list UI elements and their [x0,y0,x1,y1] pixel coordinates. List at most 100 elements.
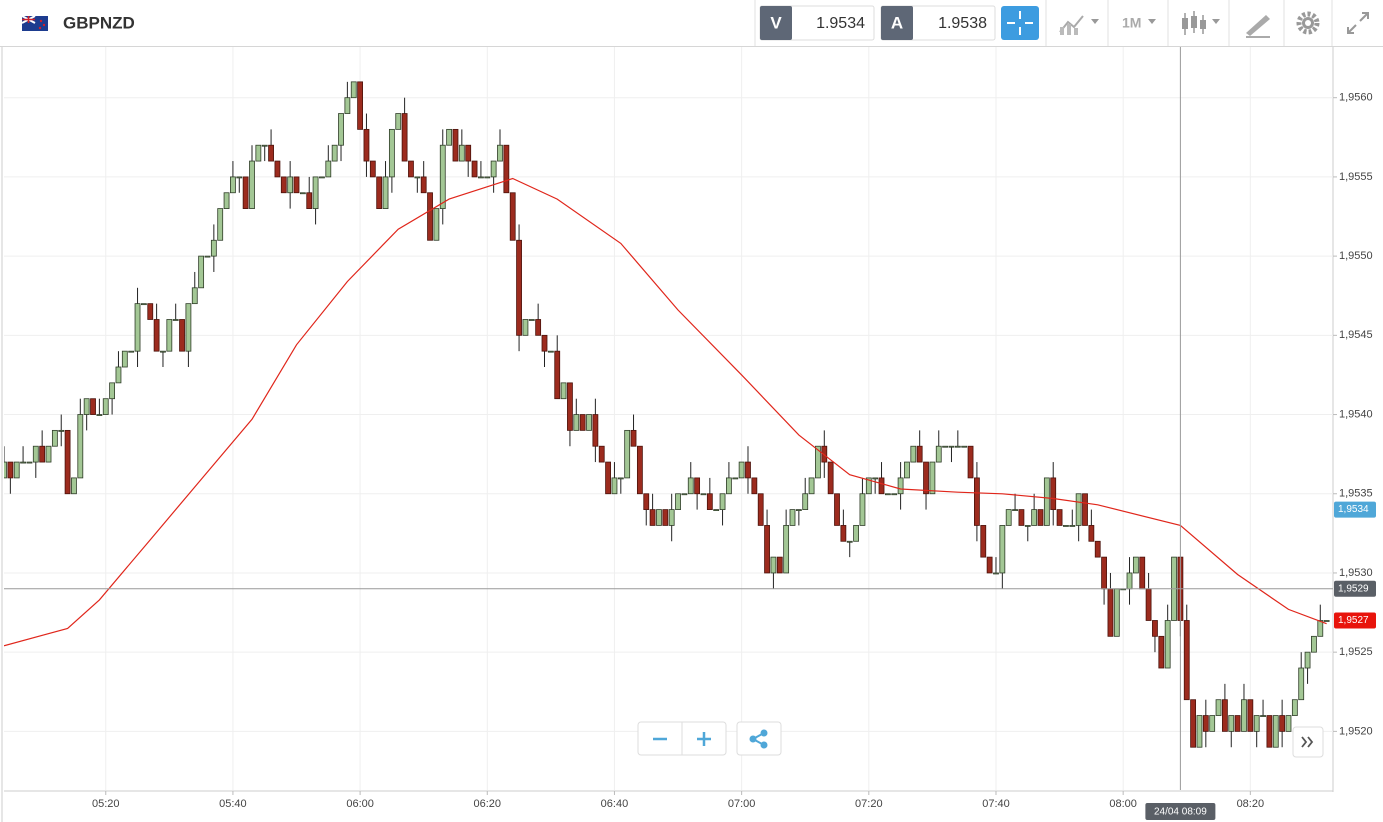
crosshair-x-label-bg [1145,803,1216,820]
scroll-right-button[interactable] [1292,726,1324,758]
timeframe-button[interactable]: 1M [1122,15,1156,31]
candle-body [121,350,128,368]
candle-body [306,192,313,209]
grid [4,47,1333,790]
crosshair-button[interactable] [1001,6,1039,40]
x-tick-label: 06:20 [474,798,502,810]
candle-body [770,556,777,574]
buy-button[interactable]: A 1.9538 [880,5,996,41]
candle-body [516,239,522,336]
y-tick-label: 1,9535 [1339,488,1373,500]
candle-body [39,445,46,463]
candle-body [732,477,739,480]
candle-body [83,398,90,415]
candle-body [942,445,949,448]
sell-button[interactable]: V 1.9534 [759,5,875,41]
draw-tool-button[interactable] [1246,15,1270,38]
candle-body [299,192,306,195]
candle-body [649,509,656,526]
candle-body [357,81,363,130]
share-button[interactable] [736,721,782,756]
x-tick-label: 08:00 [1109,798,1137,810]
candle-body [484,176,491,179]
candle-body [274,160,281,178]
candle-body [1260,715,1266,717]
candle-body [1291,699,1298,716]
candle-body [490,160,497,178]
candle-body [1158,635,1165,669]
candle-body [465,144,472,162]
candle-body [1215,699,1222,716]
chart-type-button[interactable] [1059,15,1099,35]
sell-label: V [770,13,782,32]
candle-body [840,525,847,542]
candle-body [993,572,999,575]
candle-body [497,144,503,162]
candle-body [948,445,955,448]
candle-body [191,287,198,305]
candle-body [656,509,662,526]
crosshair-y-label: 1,9529 [1338,583,1369,594]
candle-body [846,540,853,543]
candle-body [32,445,39,463]
candle-body [249,160,255,209]
candle-body [471,160,478,178]
candle-body [185,303,192,352]
candle-body [115,366,122,384]
candle-body [1088,525,1095,542]
candle-body [64,429,71,495]
candle-body [802,493,809,510]
candle-body [1132,556,1139,574]
candle-body [795,509,802,511]
candle-body [458,144,465,162]
y-tick-label: 1,9530 [1339,567,1373,579]
y-tick-label: 1,9525 [1339,646,1373,658]
candle-body [198,255,205,289]
candle-body [1183,620,1190,701]
candle-body [427,192,433,241]
candle-body [929,461,936,495]
candle-body [134,303,141,352]
x-tick-label: 08:20 [1237,798,1265,810]
candle-body [776,556,783,574]
candle-type-button[interactable] [1182,11,1220,35]
candle-body [204,255,211,258]
candle-body [573,414,580,431]
candle-body [210,239,217,257]
candle-body [4,461,7,479]
candle-body [1221,699,1228,732]
candle-body [719,493,726,510]
candle-body [675,493,681,510]
candle-body [567,382,573,431]
settings-button[interactable] [1296,11,1320,35]
fullscreen-button[interactable] [1347,12,1369,34]
candle-body [738,461,745,479]
candle-body [420,176,427,194]
candle-body [147,303,154,320]
candle-body [815,445,821,479]
candle-body [1298,667,1305,701]
candle-body [1050,477,1057,510]
x-tick-label: 07:00 [728,798,756,810]
y-tick-label: 1,9520 [1339,725,1373,737]
candle-body [408,160,414,178]
candle-body [560,382,567,400]
candle-body [1082,493,1088,526]
candle-body [13,461,20,479]
candle-body [535,319,542,336]
candle-body [891,493,898,496]
candle-body [230,176,236,194]
price-label-bg [1334,612,1376,629]
candle-body [681,493,688,496]
candle-body [700,493,707,496]
candle-body [363,128,370,162]
candle-body [706,493,713,510]
candle-body [1209,715,1216,732]
buy-label: A [891,13,903,32]
zoom-in-button[interactable] [697,732,711,746]
candle-body [910,445,917,463]
candle-body [1253,715,1260,732]
candle-body [401,113,408,162]
candle-body [293,176,300,194]
